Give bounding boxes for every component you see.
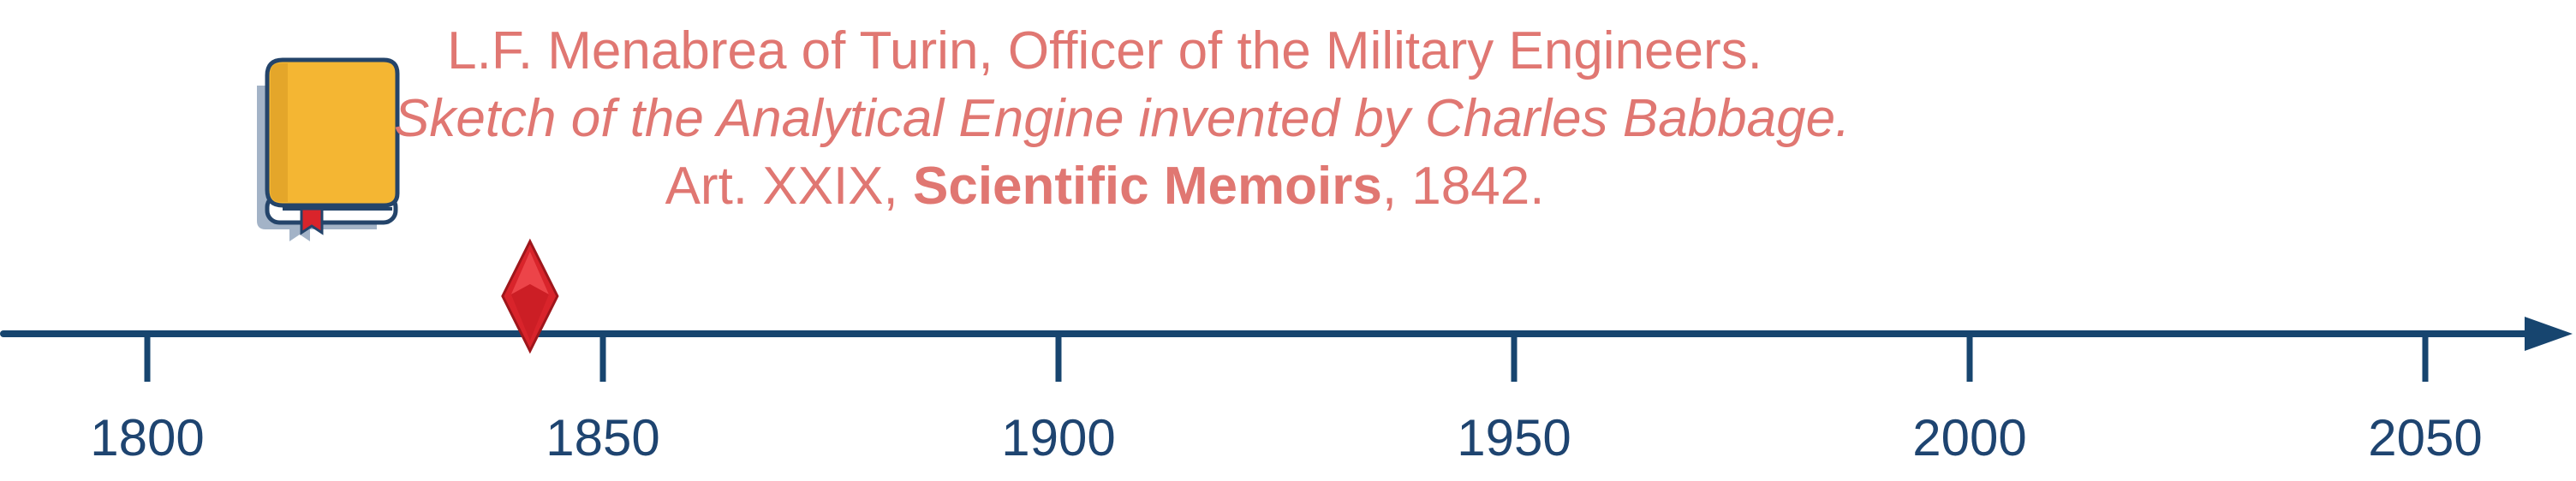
axis-ticks <box>144 334 2429 382</box>
citation-author-line: L.F. Menabrea of Turin, Officer of the M… <box>447 21 1762 80</box>
book-icon <box>257 57 400 241</box>
axis-tick-labels: 1800 1850 1900 1950 2000 2050 <box>90 409 2482 466</box>
axis-arrowhead-icon <box>2525 317 2573 351</box>
citation-block: L.F. Menabrea of Turin, Officer of the M… <box>394 17 1851 220</box>
citation-journal: Scientific Memoirs <box>912 157 1382 216</box>
tick-label-2050: 2050 <box>2368 409 2482 466</box>
citation-article: Art. XXIX, <box>665 157 913 216</box>
tick-label-2000: 2000 <box>1912 409 2026 466</box>
citation-source-line: Art. XXIX, Scientific Memoirs, 1842. <box>394 152 1816 220</box>
tick-label-1850: 1850 <box>546 409 659 466</box>
citation-year: , 1842. <box>1381 157 1545 216</box>
tick-label-1950: 1950 <box>1457 409 1571 466</box>
timeline-axis <box>0 317 2573 351</box>
citation-title-line: Sketch of the Analytical Engine invented… <box>394 89 1851 148</box>
diamond-marker-icon <box>501 238 559 354</box>
tick-label-1900: 1900 <box>1001 409 1115 466</box>
tick-label-1800: 1800 <box>90 409 204 466</box>
